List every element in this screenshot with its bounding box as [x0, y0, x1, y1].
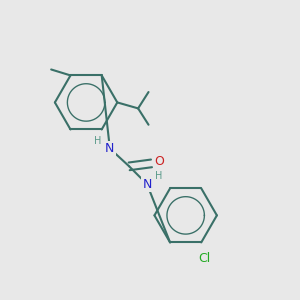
- Text: H: H: [154, 171, 162, 181]
- Text: Cl: Cl: [198, 252, 210, 265]
- Text: N: N: [142, 178, 152, 191]
- Text: H: H: [94, 136, 101, 146]
- Text: N: N: [105, 142, 115, 155]
- Text: O: O: [154, 155, 164, 168]
